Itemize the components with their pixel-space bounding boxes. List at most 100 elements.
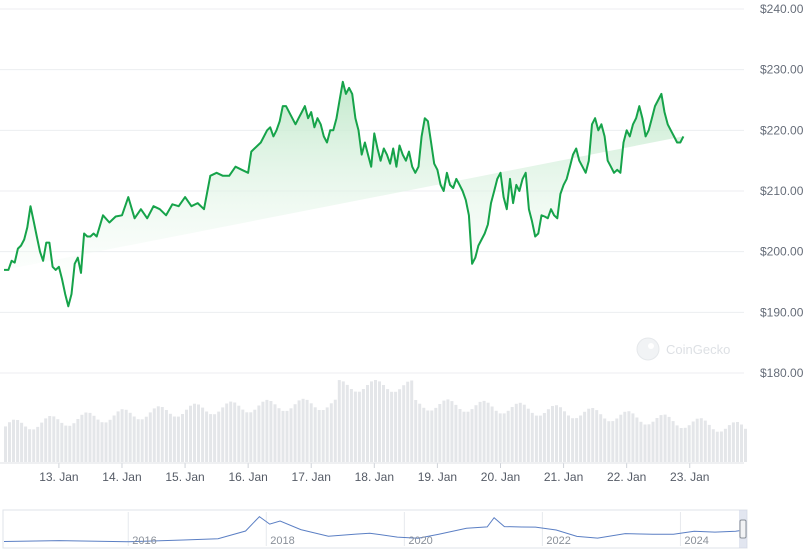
x-tick-label: 13. Jan [39, 470, 78, 484]
navigator-tick-label: 2016 [132, 535, 156, 547]
volume-bar [551, 406, 554, 462]
volume-bar [213, 414, 217, 462]
coingecko-watermark: CoinGecko [636, 337, 730, 361]
volume-bar [293, 404, 297, 462]
volume-bar [132, 416, 136, 462]
volume-bar [160, 407, 164, 462]
y-tick-label: $240.00 [760, 2, 804, 16]
volume-bar [297, 400, 301, 462]
volume-bar [353, 391, 357, 462]
volume-bar [571, 418, 575, 462]
navigator-handle[interactable] [739, 519, 747, 539]
volume-bar [398, 389, 402, 462]
volume-bar [599, 414, 603, 462]
volume-bar [707, 424, 711, 462]
volume-bar [647, 424, 651, 462]
time-navigator[interactable]: 2016 2018 2020 2022 2024 [2, 509, 748, 549]
x-tick-label: 21. Jan [544, 470, 583, 484]
volume-bar [56, 419, 60, 462]
volume-bar [744, 428, 747, 462]
volume-bar [76, 419, 80, 462]
volume-bar [245, 412, 249, 462]
volume-bar [663, 414, 667, 462]
volume-bar [538, 415, 542, 462]
volume-bar [595, 410, 599, 462]
volume-bar [470, 409, 474, 462]
volume-bar [703, 420, 707, 462]
volume-bar [370, 381, 373, 462]
volume-bar [225, 403, 229, 462]
volume-bar [329, 403, 333, 462]
volume-bar [563, 411, 566, 462]
y-tick-label: $210.00 [760, 184, 804, 198]
volume-bar [422, 407, 426, 462]
volume-bar [482, 400, 486, 462]
volume-bar [402, 385, 406, 462]
volume-bar [32, 429, 36, 462]
volume-bar [410, 380, 414, 462]
volume-bar [591, 408, 595, 462]
volume-bar [514, 403, 518, 462]
volume-bar [341, 381, 345, 462]
y-tick-label: $190.00 [760, 305, 804, 319]
volume-bar [695, 418, 699, 462]
volume-bar [699, 418, 703, 462]
navigator-tick-label: 2024 [684, 535, 708, 547]
volume-bar [124, 409, 128, 462]
volume-bar [209, 414, 213, 462]
volume-bar [301, 398, 305, 462]
volume-bar [450, 401, 454, 462]
volume-bar [382, 385, 385, 462]
volume-bar [518, 402, 522, 462]
volume-bar [490, 406, 494, 462]
volume-bar [80, 414, 84, 462]
volume-bar [502, 413, 506, 462]
volume-bar [20, 422, 24, 462]
volume-bar [321, 410, 325, 462]
volume-bar [414, 400, 418, 462]
volume-bar [281, 410, 285, 462]
volume-bar [249, 412, 253, 462]
volume-bar [44, 418, 48, 462]
volume-bar [237, 405, 241, 462]
volume-bar [92, 415, 96, 462]
x-tick-label: 23. Jan [670, 470, 709, 484]
volume-bar [337, 380, 341, 462]
volume-bar [36, 426, 40, 462]
y-tick-label: $230.00 [760, 63, 804, 77]
volume-bar [12, 419, 15, 462]
volume-bar [40, 422, 44, 462]
volume-bar [715, 431, 719, 462]
volume-bar [333, 399, 337, 462]
volume-bar [607, 421, 611, 462]
y-tick-label: $180.00 [760, 366, 804, 380]
volume-bar [104, 422, 108, 462]
volume-bar [313, 407, 317, 462]
navigator-line [3, 515, 747, 543]
price-line [4, 80, 685, 308]
volume-bar [458, 409, 462, 462]
volume-bar [88, 412, 92, 462]
volume-bar [446, 399, 450, 462]
volume-bar [28, 429, 32, 462]
volume-bar [273, 404, 277, 462]
volume-bar [679, 428, 683, 462]
volume-bar [522, 404, 526, 462]
volume-bar [434, 407, 438, 462]
volume-bar [619, 414, 623, 462]
volume-bar [168, 413, 172, 462]
volume-bar [526, 408, 530, 462]
volume-bar [627, 411, 631, 462]
volume-bar [217, 411, 221, 462]
volume-bar [357, 391, 361, 462]
volume-bar [4, 426, 7, 462]
volume-bar [52, 416, 56, 462]
volume-bar [671, 421, 675, 462]
volume-bar [60, 422, 64, 462]
navigator-frame [2, 509, 748, 549]
volume-bar [583, 411, 587, 462]
volume-bar [534, 415, 538, 462]
volume-bar [555, 405, 558, 462]
volume-bar [116, 411, 120, 462]
